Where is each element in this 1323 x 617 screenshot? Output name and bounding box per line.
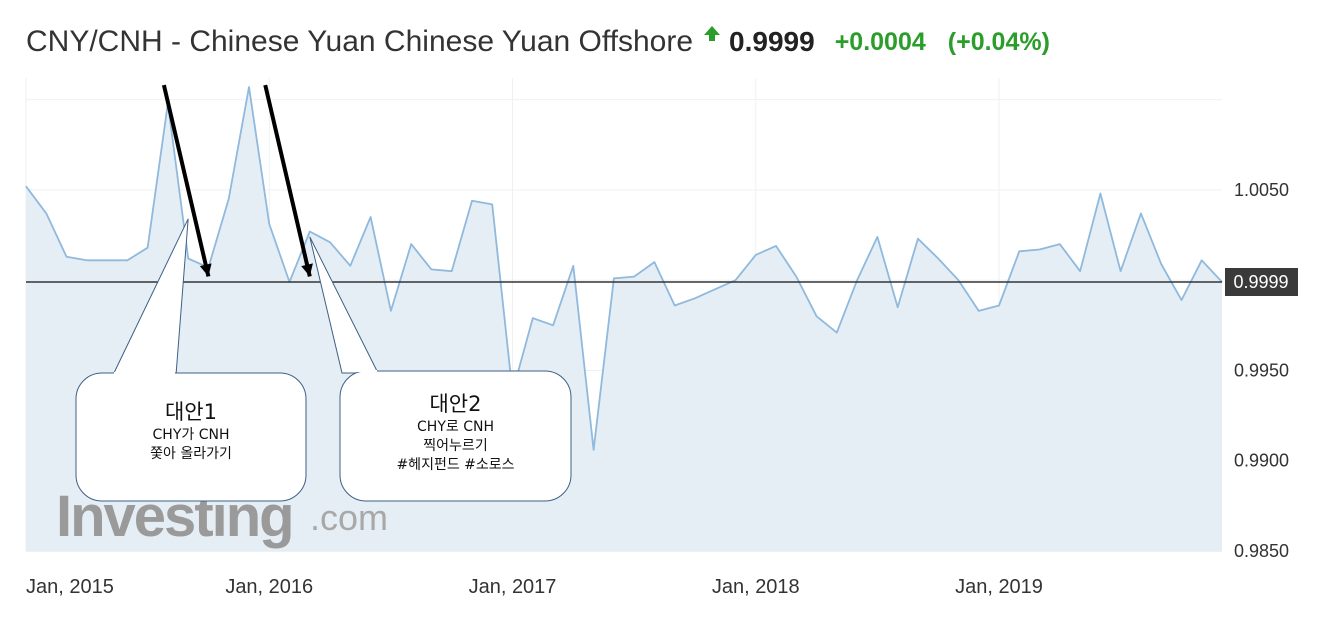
chart-header: CNY/CNH - Chinese Yuan Chinese Yuan Offs… <box>26 22 1072 62</box>
y-tick-label: 0.9950 <box>1234 360 1289 380</box>
watermark-suffix: .com <box>310 497 388 538</box>
callout-alternative-2: 대안2 CHY로 CNH 찍어누르기 #헤지펀드 #소로스 <box>340 390 571 475</box>
callout-2-box <box>339 370 572 502</box>
callout-2-line: CHY로 CNH <box>417 419 494 435</box>
price-change-percent: (+0.04%) <box>947 27 1050 56</box>
series-area-fill <box>26 87 1222 551</box>
x-tick-label: Jan, 2016 <box>225 576 313 598</box>
annotation-arrow-1 <box>161 84 211 277</box>
current-price: 0.9999 <box>729 26 815 57</box>
y-tick-label: 0.9900 <box>1234 451 1289 471</box>
callout-2-line: 찍어누르기 <box>423 438 488 454</box>
y-tick-label: 0.9850 <box>1234 541 1289 561</box>
x-axis: Jan, 2015 Jan, 2016 Jan, 2017 Jan, 2018 Jan,… <box>26 576 1043 598</box>
annotation-arrow-1-head <box>199 263 212 277</box>
callout-1-line: 쫓아 올라가기 <box>150 446 232 462</box>
annotation-arrow-2-head <box>301 263 313 277</box>
current-price-badge <box>1225 268 1298 297</box>
y-axis: 1.0050 0.9950 0.9900 0.9850 <box>1234 180 1289 561</box>
annotation-arrow-2 <box>263 84 312 277</box>
series-line <box>25 86 1223 451</box>
y-tick-label: 1.0050 <box>1234 180 1289 200</box>
callout-alternative-1: 대안1 CHY가 CNH 쫓아 올라가기 <box>76 398 306 464</box>
callout-1-line: CHY가 CNH <box>152 427 230 443</box>
x-tick-label: Jan, 2018 <box>712 576 800 598</box>
x-tick-label: Jan, 2015 <box>26 576 114 598</box>
chart-title: CNY/CNH - Chinese Yuan Chinese Yuan Offs… <box>26 25 694 58</box>
callout-1-title: 대안1 <box>164 400 217 424</box>
x-tick-label: Jan, 2019 <box>955 576 1043 598</box>
up-arrow-icon <box>704 26 721 41</box>
callout-1-box <box>75 372 307 502</box>
chart-area-series <box>25 86 1223 551</box>
callout-2-line: #헤지펀드 #소로스 <box>396 457 515 473</box>
x-tick-label: Jan, 2017 <box>469 576 557 598</box>
current-price-line: 0.9999 <box>26 268 1298 297</box>
price-change: +0.0004 <box>834 27 926 56</box>
annotations <box>75 84 572 502</box>
callout-2-title: 대안2 <box>429 392 482 416</box>
current-price-label: 0.9999 <box>1233 272 1288 292</box>
